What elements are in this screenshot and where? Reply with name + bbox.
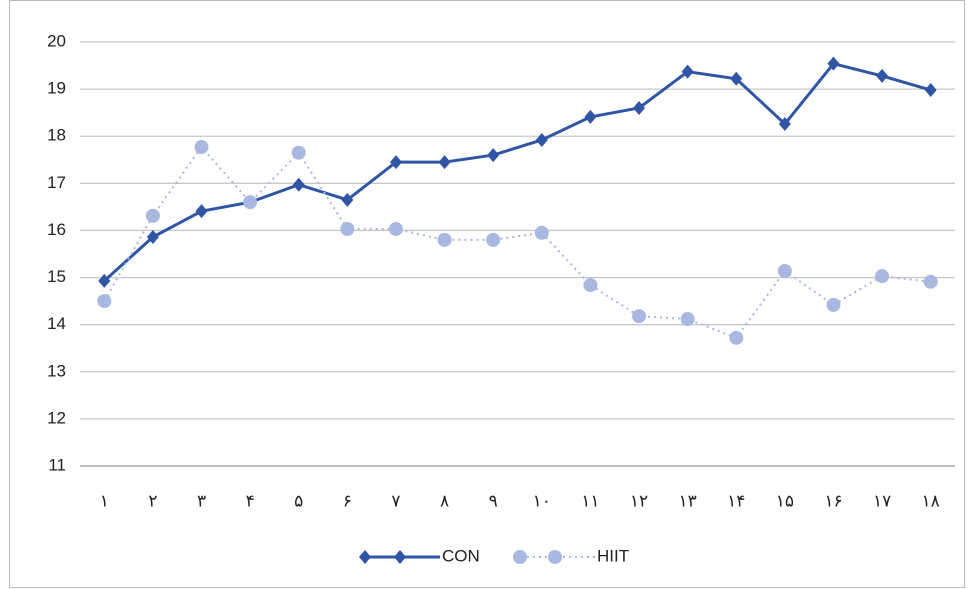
- y-tick-label: 20: [47, 31, 66, 50]
- y-tick-label: 16: [47, 220, 66, 239]
- point: [195, 204, 208, 219]
- point: [777, 263, 792, 278]
- point: [97, 294, 112, 309]
- point: [827, 56, 840, 71]
- x-tick-label: ۴: [246, 491, 255, 510]
- point: [98, 273, 111, 288]
- y-tick-label: 19: [47, 79, 66, 98]
- point: [292, 177, 305, 192]
- point: [876, 68, 889, 83]
- point: [388, 222, 403, 237]
- x-tick-label: ۱۱: [581, 491, 599, 510]
- point: [632, 309, 647, 324]
- x-tick-label: ۱۵: [776, 491, 794, 510]
- point: [924, 83, 937, 98]
- point: [826, 297, 841, 312]
- x-tick-label: ۱۳: [679, 491, 697, 510]
- point: [633, 100, 646, 115]
- legend-marker: [548, 550, 562, 564]
- legend-marker: [359, 550, 371, 564]
- point: [389, 155, 402, 170]
- point: [583, 278, 598, 293]
- legend-marker: [394, 550, 406, 564]
- x-tick-label: ۱۷: [873, 491, 891, 510]
- point: [340, 222, 355, 237]
- x-tick-label: ۲: [148, 491, 157, 510]
- point: [875, 269, 890, 284]
- x-tick-label: ۶: [343, 491, 352, 510]
- point: [486, 232, 501, 247]
- point: [291, 145, 306, 160]
- x-tick-label: ۹: [489, 491, 498, 510]
- point: [923, 274, 938, 289]
- series-line: [103, 61, 932, 282]
- point: [438, 155, 451, 170]
- x-tick-label: ۵: [294, 491, 303, 510]
- legend-label: HIIT: [597, 546, 629, 565]
- x-tick-label: ۱۶: [824, 491, 842, 510]
- point: [584, 109, 597, 124]
- point: [487, 148, 500, 163]
- point: [437, 232, 452, 247]
- x-tick-label: ۱۴: [727, 491, 745, 510]
- y-tick-label: 11: [48, 455, 66, 474]
- legend-marker: [513, 550, 527, 564]
- y-tick-label: 17: [47, 173, 66, 192]
- point: [680, 312, 695, 327]
- legend-label: CON: [442, 546, 480, 565]
- point: [681, 64, 694, 79]
- y-tick-label: 18: [47, 126, 66, 145]
- point: [341, 192, 354, 207]
- x-tick-label: ۷: [391, 491, 400, 510]
- point: [145, 208, 160, 223]
- y-tick-label: 14: [47, 314, 66, 333]
- x-tick-label: ۸: [440, 491, 449, 510]
- x-tick-label: ۱۰: [533, 491, 551, 510]
- point: [730, 71, 743, 86]
- point: [535, 132, 548, 147]
- x-tick-label: ۱۸: [922, 491, 940, 510]
- point: [243, 195, 258, 210]
- point: [778, 116, 791, 131]
- y-tick-label: 13: [47, 361, 66, 380]
- x-tick-label: ۱: [100, 491, 109, 510]
- point: [729, 330, 744, 345]
- x-tick-label: ۳: [197, 491, 206, 510]
- point: [534, 225, 549, 240]
- y-tick-label: 15: [47, 267, 66, 286]
- y-tick-label: 12: [47, 408, 66, 427]
- x-tick-label: ۱۲: [630, 491, 648, 510]
- point: [194, 140, 209, 155]
- point: [146, 230, 159, 245]
